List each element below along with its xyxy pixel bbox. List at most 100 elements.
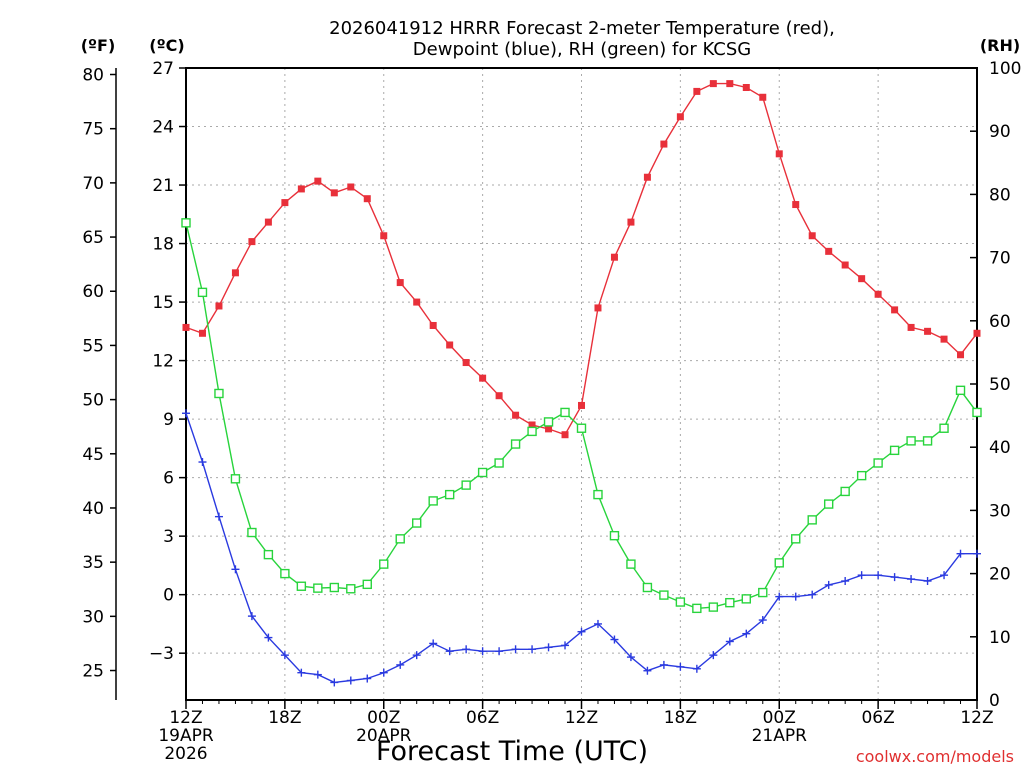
rh-point <box>774 558 784 568</box>
rh-point <box>758 587 768 598</box>
2-meter-temperature-point <box>578 401 585 409</box>
dewpoint-point <box>775 592 784 601</box>
2-meter-temperature-point <box>808 232 816 240</box>
rh-point <box>329 582 340 593</box>
rh-point <box>922 436 933 446</box>
celsius-tick-label: 27 <box>152 59 174 79</box>
dewpoint-point <box>643 666 652 675</box>
2-meter-temperature-point <box>380 232 388 240</box>
2-meter-temperature-point <box>940 335 948 343</box>
rh-point <box>379 559 389 569</box>
rh-point <box>197 287 208 298</box>
rh-point <box>214 388 224 399</box>
2-meter-temperature-point <box>281 199 289 207</box>
rh-point <box>576 423 587 433</box>
rh-point <box>741 594 751 604</box>
dewpoint-point <box>297 668 306 677</box>
2-meter-temperature-point <box>907 323 915 331</box>
rh-point <box>873 458 883 468</box>
rh-point <box>280 568 290 579</box>
rh-point <box>181 218 191 228</box>
rh-point <box>939 423 949 433</box>
rh-tick-label: 100 <box>989 59 1021 79</box>
rh-point <box>626 559 636 569</box>
2-meter-temperature-point <box>545 425 553 433</box>
dewpoint-point <box>758 616 767 625</box>
2-meter-temperature-point <box>413 298 421 306</box>
dewpoint-point <box>231 565 240 574</box>
dewpoint-point <box>577 627 586 636</box>
x-tick-label: 19APR <box>158 726 214 746</box>
chart-title-line2: Dewpoint (blue), RH (green) for KCSG <box>413 39 751 60</box>
2-meter-temperature-point <box>182 323 190 331</box>
dewpoint-point <box>874 571 883 580</box>
rh-point <box>263 549 274 560</box>
2-meter-temperature-point <box>198 329 206 337</box>
2-meter-temperature-point <box>446 341 454 349</box>
x-tick-label: 12Z <box>169 708 202 728</box>
x-tick-label: 12Z <box>565 708 598 728</box>
rh-point <box>247 527 257 538</box>
dewpoint-point <box>363 674 372 683</box>
gridlines <box>186 68 977 700</box>
x-tick-label: 20APR <box>356 726 412 746</box>
x-tick-label: 00Z <box>763 708 796 728</box>
celsius-tick-label: −3 <box>149 644 174 664</box>
2-meter-temperature-point <box>676 113 684 121</box>
2-meter-temperature-point <box>512 411 520 419</box>
2-meter-temperature-point <box>363 195 371 203</box>
2-meter-temperature-point <box>957 351 965 359</box>
2-meter-temperature-point <box>330 189 338 197</box>
2-meter-temperature-point <box>215 302 223 310</box>
rh-tick-label: 90 <box>989 122 1011 142</box>
dewpoint-point <box>626 653 635 662</box>
dewpoint-point <box>824 580 833 589</box>
rh-point <box>494 458 504 468</box>
2-meter-temperature-point <box>858 275 866 283</box>
dewpoint-point <box>495 647 504 656</box>
dewpoint-point <box>841 577 850 586</box>
2-meter-temperature-point <box>660 140 668 148</box>
fahrenheit-unit-label: (ºF) <box>81 36 116 55</box>
2-meter-temperature-point <box>495 392 503 400</box>
dewpoint-point <box>330 678 339 687</box>
2-meter-temperature-point <box>429 321 437 329</box>
2-meter-temperature-point <box>643 173 651 181</box>
2-meter-temperature-point <box>792 201 800 209</box>
dewpoint-point <box>429 639 438 648</box>
dewpoint-point <box>182 409 190 418</box>
dewpoint-point <box>907 575 916 584</box>
2-meter-temperature-point <box>841 261 849 269</box>
dewpoint-point <box>808 590 817 599</box>
fahrenheit-tick-label: 40 <box>82 499 104 519</box>
dewpoint-point <box>280 651 289 660</box>
2-meter-temperature-point <box>314 177 322 185</box>
celsius-tick-label: 9 <box>163 410 174 430</box>
dewpoint-point <box>742 629 751 638</box>
fahrenheit-tick-label: 35 <box>82 553 104 573</box>
fahrenheit-tick-label: 30 <box>82 607 104 627</box>
2-meter-temperature-point <box>973 329 981 337</box>
rh-tick-label: 30 <box>989 501 1011 521</box>
rh-point <box>477 467 488 478</box>
rh-tick-label: 80 <box>989 185 1011 205</box>
x-tick-label: 06Z <box>861 708 894 728</box>
rh-point <box>346 584 356 594</box>
rh-tick-label: 40 <box>989 438 1011 458</box>
rh-tick-label: 10 <box>989 628 1011 648</box>
x-tick-label: 06Z <box>466 708 499 728</box>
rh-point <box>708 602 719 612</box>
dewpoint-point <box>313 670 322 679</box>
rh-tick-label: 60 <box>989 312 1011 332</box>
celsius-tick-label: 3 <box>163 527 174 547</box>
plot-frame <box>185 67 978 701</box>
x-tick-label: 18Z <box>664 708 697 728</box>
x-tick-label: 00Z <box>367 708 400 728</box>
dewpoint-point <box>692 664 701 673</box>
fahrenheit-tick-label: 60 <box>82 282 104 302</box>
rh-point <box>461 480 471 490</box>
2-meter-temperature-point <box>347 183 355 191</box>
fahrenheit-tick-label: 45 <box>82 445 104 465</box>
rh-point <box>823 499 834 509</box>
rh-unit-label: (RH) <box>980 36 1020 55</box>
